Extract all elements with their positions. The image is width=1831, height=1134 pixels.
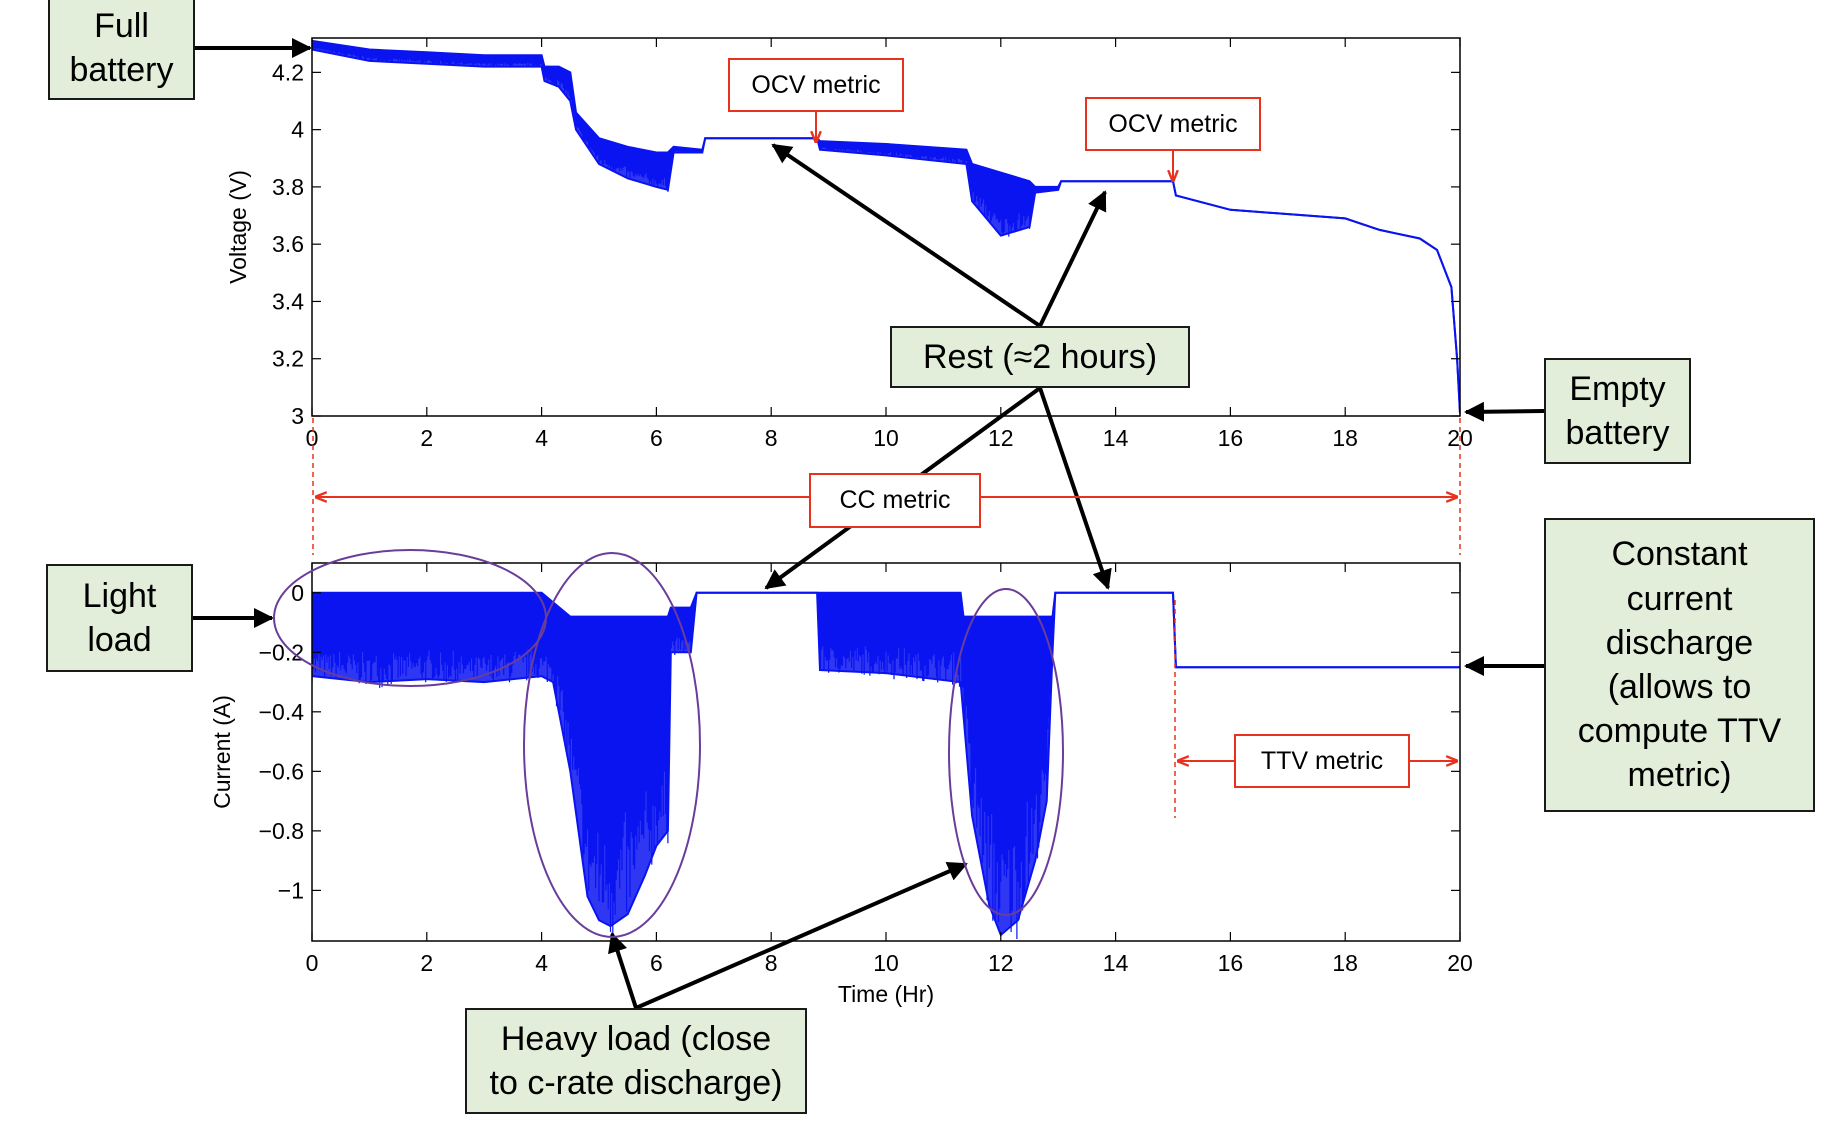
voltage-ytick-label: 4	[291, 117, 304, 143]
current-noise	[312, 592, 1056, 939]
full-battery-callout: Full battery	[48, 0, 195, 100]
cc-metric-box: CC metric	[809, 473, 981, 528]
heavy-load-arrow-1	[608, 932, 638, 1009]
current-ytick-label: 0	[291, 580, 304, 606]
voltage-ylabel: Voltage (V)	[225, 170, 251, 284]
current-xtick-label: 6	[650, 950, 663, 976]
ocv-metric-box-1: OCV metric	[728, 58, 904, 112]
voltage-data-group	[312, 39, 1460, 414]
heavy-load-arrow-2	[635, 862, 968, 1010]
current-xtick-label: 16	[1218, 950, 1244, 976]
current-series-line-1	[312, 591, 1460, 937]
heavy-load-callout: Heavy load (close to c-rate discharge)	[465, 1008, 807, 1114]
voltage-ytick-label: 3.8	[272, 174, 304, 200]
current-ytick-label: −0.2	[259, 639, 304, 665]
rest-label: Rest (≈2 hours)	[922, 337, 1158, 376]
empty-battery-callout: Empty battery	[1544, 358, 1691, 464]
constant-current-callout: Constant current discharge (allows to co…	[1544, 518, 1815, 812]
voltage-ytick-label: 3	[291, 403, 304, 429]
current-xtick-label: 2	[420, 950, 433, 976]
voltage-ytick-label: 3.2	[272, 346, 304, 372]
current-xtick-label: 12	[988, 950, 1014, 976]
voltage-xtick-label: 12	[988, 425, 1014, 451]
current-xlabel: Time (Hr)	[838, 981, 934, 1007]
current-ytick-label: −0.6	[259, 758, 304, 784]
current-xtick-label: 14	[1103, 950, 1129, 976]
full-battery-label: Full battery	[69, 6, 174, 89]
voltage-xtick-label: 2	[420, 425, 433, 451]
voltage-xtick-label: 18	[1332, 425, 1358, 451]
voltage-ytick-label: 4.2	[272, 59, 304, 85]
ttv-metric-box: TTV metric	[1234, 734, 1410, 788]
cc-metric-label: CC metric	[839, 486, 951, 514]
voltage-ytick-label: 3.4	[272, 288, 304, 314]
empty-battery-label: Empty battery	[1565, 369, 1670, 452]
voltage-xtick-label: 0	[306, 425, 319, 451]
ocv-metric-label-2: OCV metric	[1108, 109, 1238, 138]
rest-callout: Rest (≈2 hours)	[890, 326, 1190, 388]
current-xtick-label: 8	[765, 950, 778, 976]
voltage-noise	[312, 40, 1060, 237]
current-xtick-label: 0	[306, 950, 319, 976]
light-load-callout: Light load	[46, 564, 193, 672]
voltage-ytick-label: 3.6	[272, 231, 304, 257]
voltage-xtick-label: 16	[1218, 425, 1244, 451]
empty-battery-arrow	[1464, 401, 1545, 422]
current-xtick-label: 4	[535, 950, 548, 976]
ttv-metric-label: TTV metric	[1260, 746, 1384, 775]
rest-arrow-upper-2	[1038, 190, 1107, 327]
current-xtick-label: 18	[1332, 950, 1358, 976]
voltage-xtick-label: 8	[765, 425, 778, 451]
current-ylabel: Current (A)	[209, 695, 235, 809]
rest-arrow-upper-1	[771, 143, 1042, 328]
current-ytick-label: −1	[278, 877, 304, 903]
rest-arrow-lower-2	[1038, 387, 1112, 590]
voltage-series-line-1	[312, 48, 1460, 414]
heavy-load-label: Heavy load (close to c-rate discharge)	[489, 1019, 783, 1102]
voltage-xtick-label: 4	[535, 425, 548, 451]
ocv-metric-box-2: OCV metric	[1085, 97, 1261, 151]
heavy-load-ellipse-1	[523, 552, 701, 938]
current-xtick-label: 10	[873, 950, 899, 976]
voltage-xtick-label: 6	[650, 425, 663, 451]
current-ytick-label: −0.8	[259, 818, 304, 844]
current-xtick-label: 20	[1447, 950, 1473, 976]
current-data-group	[312, 591, 1460, 939]
voltage-xtick-label: 10	[873, 425, 899, 451]
heavy-load-ellipse-2	[948, 588, 1064, 916]
light-load-label: Light load	[82, 576, 157, 659]
current-ytick-label: −0.4	[259, 699, 305, 725]
ocv-metric-label-1: OCV metric	[751, 70, 881, 99]
voltage-xtick-label: 14	[1103, 425, 1129, 451]
constant-current-label: Constant current discharge (allows to co…	[1577, 535, 1782, 795]
